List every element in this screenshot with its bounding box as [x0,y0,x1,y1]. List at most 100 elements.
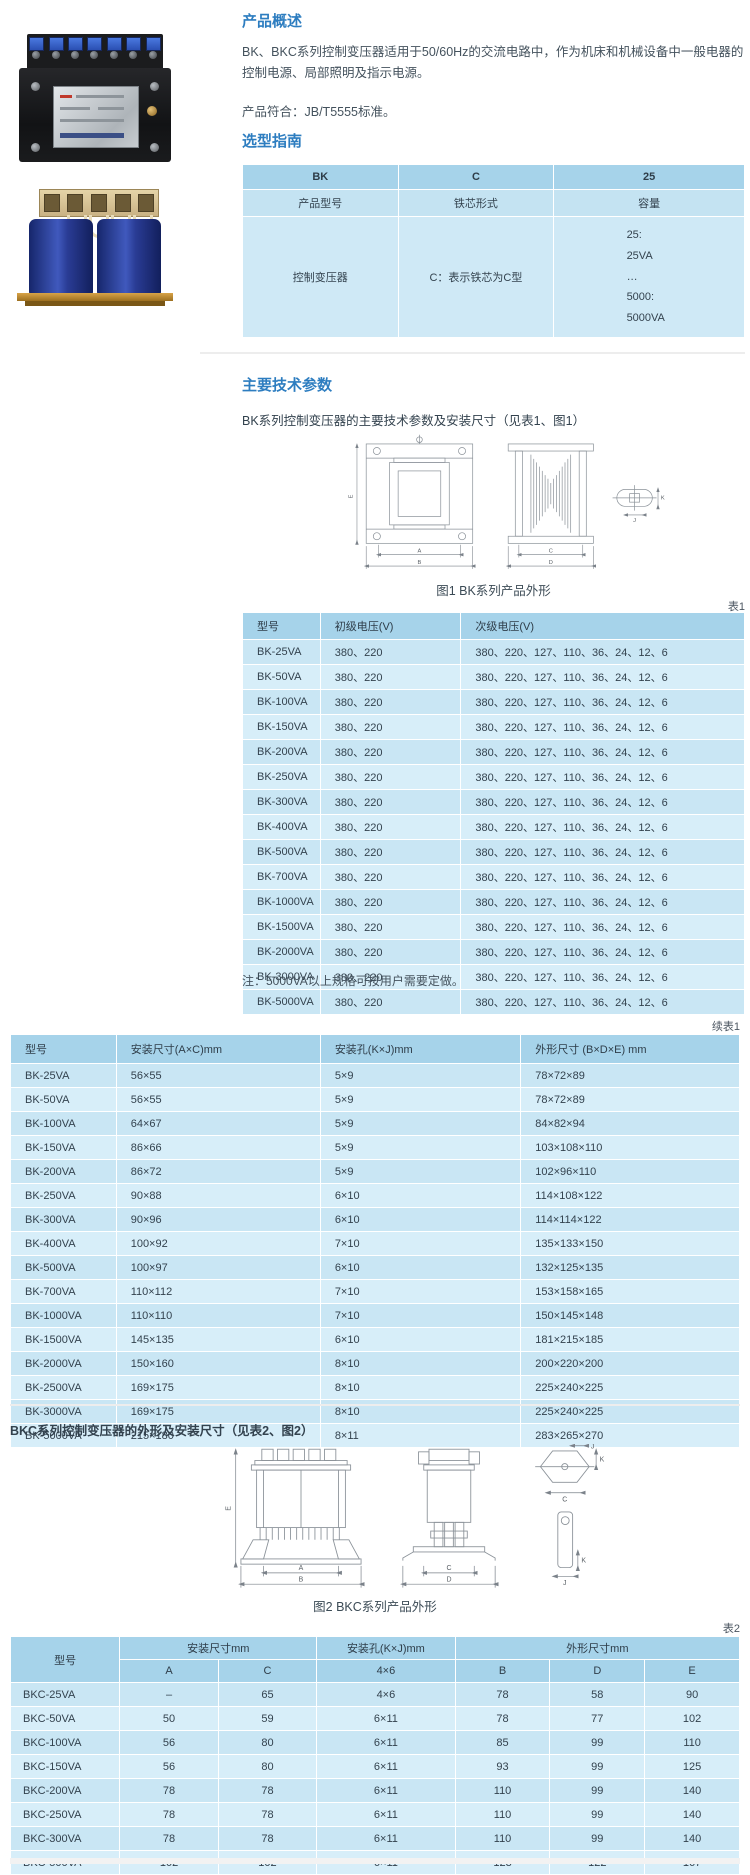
table-cell: 169×175 [115,1375,321,1400]
table-row: BK-500VA 100×97 6×10 132×125×135 [10,1255,740,1280]
table-cell: BK-50VA [10,1087,117,1112]
table-row: BK-200VA 380、220 380、220、127、110、36、24、12、… [242,739,745,765]
table-cell: 181×215×185 [520,1327,740,1352]
table-cell: 102 [644,1706,740,1731]
table-cell: 140 [644,1778,740,1803]
table-cell: BK-5000VA [10,1423,117,1448]
figure2-drawing: E A B C D J K C K J [225,1443,605,1588]
table-cell: 99 [549,1778,646,1803]
table-cell: 380、220 [319,739,462,765]
table-cell: 58 [549,1682,646,1707]
table-cell: 5×9 [319,1063,522,1088]
table-row: BK-400VA 100×92 7×10 135×133×150 [10,1231,740,1256]
table-cell: 114×114×122 [520,1207,740,1232]
column-header: B [454,1659,551,1683]
table-cell: 8×11 [319,1423,522,1448]
figure1-drawing: E A B C D K J [348,434,664,569]
table-cell: 控制变压器 [242,216,399,338]
table-row: BK-5000VA 215×180 8×11 283×265×270 [10,1423,740,1448]
table-row: BK-150VA 86×66 5×9 103×108×110 [10,1135,740,1160]
table-cell: 65 [217,1682,318,1707]
column-header: C [217,1659,318,1683]
terminal [48,37,64,59]
table-row: 产品型号 铁芯形式 容量 [242,189,745,217]
table-cell: BK-2000VA [10,1351,117,1376]
dim-label-a: A [299,1565,304,1572]
table-cell: 380、220、127、110、36、24、12、6 [460,914,745,940]
table-cell: 78 [217,1778,318,1803]
table-cell: BK-2500VA [10,1375,117,1400]
table-cell: 78 [119,1826,219,1851]
table-cell: 6×11 [316,1778,456,1803]
table-cell: 78 [454,1706,551,1731]
table-cell: 56×55 [115,1063,321,1088]
coil-left [29,219,93,295]
table-cell: BK-300VA [242,789,321,815]
photo-terminal-strip [27,34,163,71]
cont-table-label: 续表1 [711,1021,740,1033]
table-row: BK-1500VA 145×135 6×10 181×215×185 [10,1327,740,1352]
table-cell: BK-500VA [242,839,321,865]
table-cell: 5×9 [319,1087,522,1112]
table-cell: BKC-50VA [9,1706,121,1731]
table-cell: BK-100VA [242,689,321,715]
table-row: BK-1500VA 380、220 380、220、127、110、36、24、12… [242,914,745,940]
table-cell: 380、220、127、110、36、24、12、6 [460,864,745,890]
table-cell: 153×158×165 [520,1279,740,1304]
table-cell: 8×10 [319,1375,522,1400]
table-cell: BK-250VA [242,764,321,790]
table-cell: 78 [454,1682,551,1707]
table-header-row: 型号 初级电压(V) 次级电压(V) [242,612,745,640]
column-header: 4×6 [316,1659,456,1683]
table-row: BK-100VA 64×67 5×9 84×82×94 [10,1111,740,1136]
table-row: BK-2000VA 380、220 380、220、127、110、36、24、12… [242,939,745,965]
table-row: BK-25VA 380、220 380、220、127、110、36、24、12、6 [242,639,745,665]
table-cell: 169×175 [115,1399,321,1424]
table-cell: 容量 [553,189,745,217]
table-cell: 6×11 [316,1754,456,1779]
table-cell: 90 [644,1682,740,1707]
dim-label-b: B [417,560,421,566]
table-cell: 99 [549,1826,646,1851]
table-cell: BKC-200VA [9,1778,121,1803]
photo-base-lower [25,301,165,306]
table-row: BKC-300VA 78 78 6×11 110 99 140 [9,1826,740,1851]
table-subheader-row: A C 4×6 B D E [11,1659,740,1683]
table-cell: 380、220、127、110、36、24、12、6 [460,989,745,1015]
screw [31,143,40,152]
table-cell: 110×110 [115,1303,321,1328]
table-cell: 84×82×94 [520,1111,740,1136]
table-cell: 99 [549,1730,646,1755]
table-cell: BK-700VA [242,864,321,890]
table-row: BK-300VA 380、220 380、220、127、110、36、24、12、… [242,789,745,815]
table-cell: BK-500VA [10,1255,117,1280]
table2-bkc-dimensions: 型号 安装尺寸mm 安装孔(K×J)mm 外形尺寸mm A C 4×6 B D … [9,1636,741,1875]
table-cell: BK-50VA [242,664,321,690]
table-cell: 150×145×148 [520,1303,740,1328]
photo-transformer-body [19,68,171,162]
table-cell: BK-150VA [242,714,321,740]
table2-label: 表2 [722,1623,740,1635]
dim-label-c: C [446,1565,451,1572]
table-cell: 380、220 [319,914,462,940]
table-cell: 102×96×110 [520,1159,740,1184]
table-cell: 6×11 [316,1706,456,1731]
screw [31,82,40,91]
table-cell: 132×125×135 [520,1255,740,1280]
table-row: BK-500VA 380、220 380、220、127、110、36、24、12、… [242,839,745,865]
table-cell: C：表示铁芯为C型 [397,216,555,338]
table-header-row: 型号 安装尺寸(A×C)mm 安装孔(K×J)mm 外形尺寸 (B×D×E) m… [10,1034,740,1064]
table-cell: BK [242,164,399,190]
column-group-header: 安装尺寸mm [119,1636,318,1660]
table-row: BK C 25 [242,164,745,190]
table-cell: 86×66 [115,1135,321,1160]
table-cell: 78 [119,1802,219,1827]
table-cell: BK-25VA [10,1063,117,1088]
table-cell: 78×72×89 [520,1063,740,1088]
table-cell: 5×9 [319,1135,522,1160]
table-cell: 7×10 [319,1279,522,1304]
coil-right [97,219,161,295]
table-cell: 56 [119,1730,219,1755]
screw [150,143,159,152]
table-cell: 产品型号 [242,189,399,217]
